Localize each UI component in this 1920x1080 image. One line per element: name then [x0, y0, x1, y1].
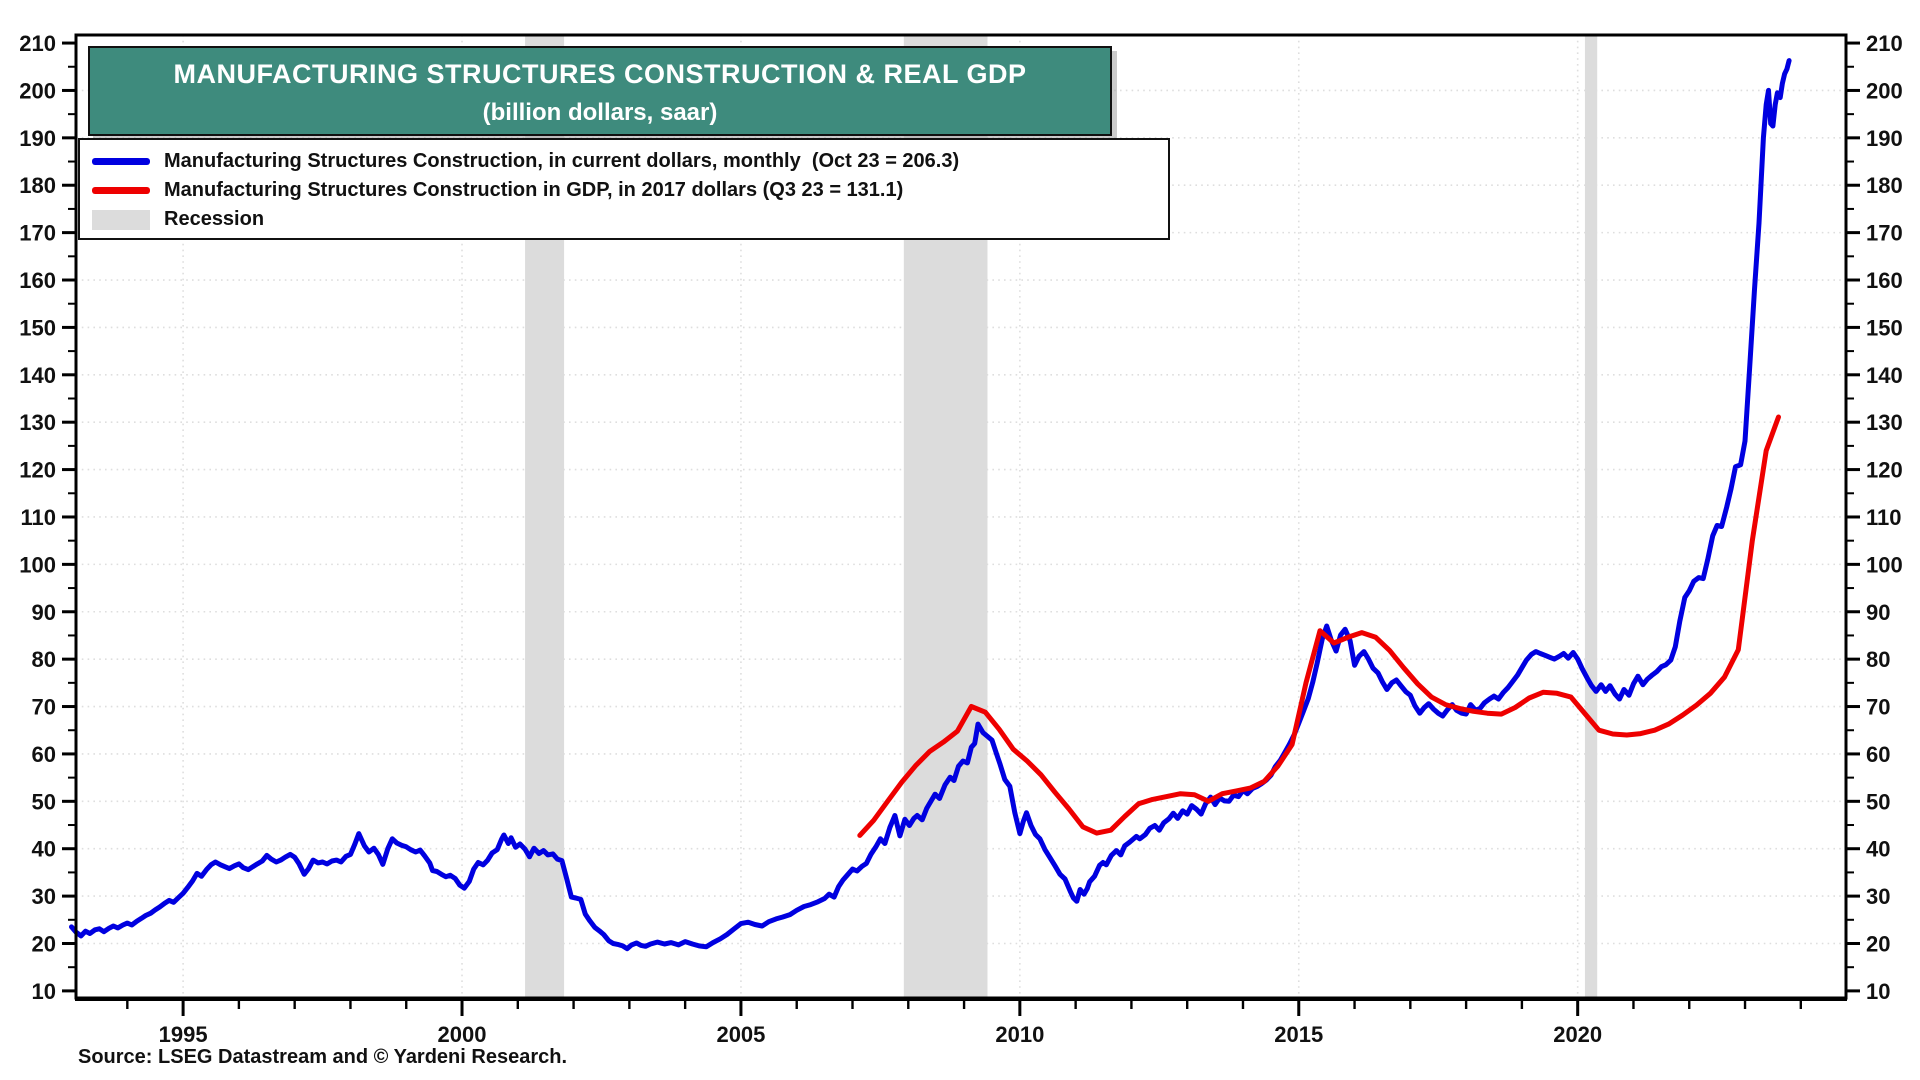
y-tick-label-right: 40	[1866, 837, 1890, 862]
chart-title: MANUFACTURING STRUCTURES CONSTRUCTION & …	[173, 59, 1027, 89]
y-tick-label-right: 30	[1866, 884, 1890, 909]
y-tick-label-left: 50	[32, 789, 56, 814]
y-tick-label-left: 110	[21, 505, 57, 530]
x-tick-label: 2000	[438, 1022, 487, 1047]
y-tick-label-right: 160	[1866, 268, 1903, 293]
x-tick-label: 1995	[159, 1022, 208, 1047]
red-series-line	[857, 414, 1781, 838]
y-tick-label-left: 40	[32, 837, 56, 862]
y-tick-label-left: 20	[32, 931, 56, 956]
y-tick-label-left: 160	[19, 268, 56, 293]
x-tick-label: 2010	[995, 1022, 1044, 1047]
recession-band-swatch-icon	[92, 209, 150, 230]
y-tick-label-right: 120	[1866, 458, 1903, 483]
y-tick-label-left: 100	[19, 552, 56, 577]
blue-series-line	[69, 58, 1792, 952]
y-tick-label-left: 90	[32, 600, 56, 625]
y-tick-label-right: 180	[1866, 173, 1903, 198]
x-tick-label: 2005	[716, 1022, 765, 1047]
y-tick-label-right: 80	[1866, 647, 1890, 672]
legend-item-recession: Recession	[92, 205, 1168, 234]
legend-item-blue-series: Manufacturing Structures Construction, i…	[92, 147, 1168, 176]
y-tick-label-left: 170	[19, 221, 56, 246]
y-tick-label-left: 80	[32, 647, 56, 672]
legend-label: Manufacturing Structures Construction in…	[164, 179, 904, 201]
y-tick-label-left: 70	[32, 695, 56, 720]
y-tick-label-right: 90	[1866, 600, 1890, 625]
y-tick-label-right: 170	[1866, 221, 1903, 246]
blue-line-swatch-icon	[92, 158, 150, 165]
y-tick-label-left: 120	[19, 458, 56, 483]
y-tick-label-right: 210	[1866, 31, 1903, 56]
y-tick-label-right: 60	[1866, 742, 1890, 767]
y-tick-label-right: 100	[1866, 552, 1903, 577]
y-tick-label-right: 10	[1866, 979, 1890, 1004]
y-tick-label-left: 200	[19, 78, 56, 103]
y-tick-label-right: 70	[1866, 695, 1890, 720]
legend-item-red-series: Manufacturing Structures Construction in…	[92, 176, 1168, 205]
legend-label: Recession	[164, 208, 265, 230]
y-tick-label-left: 210	[19, 31, 56, 56]
legend: Manufacturing Structures Construction, i…	[78, 138, 1170, 240]
x-tick-label: 2015	[1274, 1022, 1323, 1047]
y-tick-label-right: 150	[1866, 315, 1903, 340]
y-tick-label-right: 190	[1866, 126, 1903, 151]
y-tick-label-right: 50	[1866, 789, 1890, 814]
red-line-swatch-icon	[92, 187, 150, 194]
legend-label: Manufacturing Structures Construction, i…	[164, 150, 960, 172]
y-tick-label-left: 180	[19, 173, 56, 198]
source-credit: Source: LSEG Datastream and © Yardeni Re…	[78, 1046, 568, 1068]
recession-band	[1584, 36, 1598, 997]
x-tick-label: 2020	[1553, 1022, 1602, 1047]
y-tick-label-left: 190	[19, 126, 56, 151]
chart-title-box: MANUFACTURING STRUCTURES CONSTRUCTION & …	[88, 46, 1112, 136]
y-tick-label-left: 60	[32, 742, 56, 767]
y-tick-label-right: 20	[1866, 931, 1890, 956]
y-tick-label-left: 130	[19, 410, 56, 435]
y-tick-label-right: 130	[1866, 410, 1903, 435]
y-tick-label-left: 10	[32, 979, 56, 1004]
y-tick-label-right: 110	[1866, 505, 1902, 530]
y-tick-label-right: 140	[1866, 363, 1903, 388]
y-tick-label-right: 200	[1866, 78, 1903, 103]
y-tick-label-left: 150	[19, 315, 56, 340]
chart-subtitle: (billion dollars, saar)	[482, 99, 718, 126]
y-tick-label-left: 30	[32, 884, 56, 909]
y-tick-label-left: 140	[19, 363, 56, 388]
